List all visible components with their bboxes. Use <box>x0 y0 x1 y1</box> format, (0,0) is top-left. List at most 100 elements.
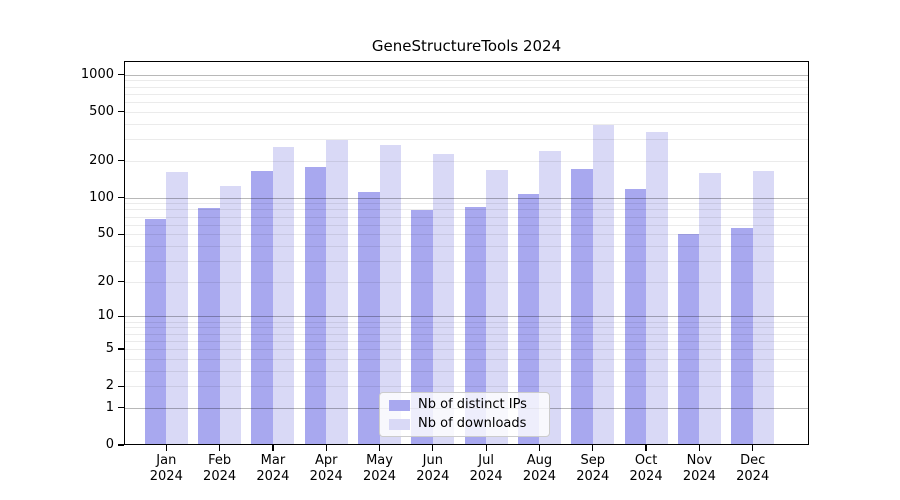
minor-gridline <box>124 209 809 211</box>
bar-oct-distinct-ips <box>624 189 647 445</box>
bar-sep-downloads <box>592 125 615 445</box>
x-axis-tick <box>219 445 221 451</box>
bar-jun-distinct-ips <box>411 210 433 445</box>
minor-gridline <box>124 333 809 335</box>
y-tick-label: 100 <box>89 189 114 205</box>
x-tick-label: Jun 2024 <box>416 453 450 484</box>
y-axis-tick <box>118 315 124 318</box>
bar-nov-downloads <box>699 173 721 445</box>
legend-swatch-downloads-icon <box>389 418 410 430</box>
minor-gridline <box>124 321 809 323</box>
minor-gridline <box>124 93 809 95</box>
x-axis-tick <box>485 445 487 451</box>
minor-gridline <box>124 216 809 218</box>
minor-gridline <box>124 86 809 88</box>
x-axis-tick <box>645 445 647 451</box>
x-tick-label: Jul 2024 <box>469 453 503 484</box>
x-axis-tick <box>325 445 327 451</box>
minor-gridline <box>124 80 809 82</box>
legend-label-downloads: Nb of downloads <box>418 416 527 431</box>
minor-gridline <box>124 102 809 104</box>
y-axis-tick <box>118 160 124 162</box>
x-axis-tick <box>752 445 754 451</box>
bar-mar-downloads <box>272 147 295 445</box>
y-axis-tick <box>118 407 124 409</box>
minor-gridline <box>124 160 809 162</box>
minor-gridline <box>124 139 809 141</box>
chart-title: GeneStructureTools 2024 <box>371 37 562 55</box>
minor-gridline <box>124 340 809 342</box>
y-axis-tick <box>118 281 124 283</box>
legend: Nb of distinct IPs Nb of downloads <box>379 392 550 437</box>
bar-feb-downloads <box>219 185 242 445</box>
bar-dec-distinct-ips <box>731 228 753 445</box>
y-axis-tick <box>118 111 124 113</box>
y-tick-label: 200 <box>89 152 114 168</box>
x-tick-label: Oct 2024 <box>629 453 663 484</box>
bar-apr-distinct-ips <box>304 166 327 445</box>
x-axis-tick <box>592 445 594 451</box>
minor-gridline <box>124 224 809 226</box>
minor-gridline <box>124 386 809 388</box>
y-tick-label: 10 <box>97 308 114 324</box>
bar-may-downloads <box>379 144 402 445</box>
y-tick-label: 50 <box>97 226 114 242</box>
bar-apr-downloads <box>326 140 348 445</box>
x-tick-label: Mar 2024 <box>256 453 290 484</box>
y-tick-label: 500 <box>89 103 114 119</box>
major-gridline <box>124 316 809 318</box>
y-axis-tick <box>118 197 124 199</box>
bar-jan-downloads <box>166 171 188 445</box>
y-tick-label: 20 <box>97 273 114 289</box>
x-axis-tick <box>272 445 274 451</box>
x-axis-tick <box>432 445 434 451</box>
major-gridline <box>124 197 809 199</box>
x-tick-label: Aug 2024 <box>522 453 556 484</box>
x-tick-label: Apr 2024 <box>309 453 343 484</box>
x-tick-label: Nov 2024 <box>682 453 716 484</box>
y-tick-label: 2 <box>105 378 114 394</box>
x-axis-tick <box>165 445 167 451</box>
minor-gridline <box>124 358 809 360</box>
x-tick-label: Sep 2024 <box>576 453 610 484</box>
x-tick-label: Jan 2024 <box>149 453 183 484</box>
x-axis-tick <box>538 445 541 451</box>
legend-label-distinct-ips: Nb of distinct IPs <box>418 397 527 412</box>
minor-gridline <box>124 203 809 205</box>
bar-mar-distinct-ips <box>251 170 273 445</box>
minor-gridline <box>124 123 809 125</box>
bar-feb-distinct-ips <box>198 207 220 445</box>
bar-aug-distinct-ips <box>517 194 540 445</box>
minor-gridline <box>124 281 809 283</box>
y-axis-tick <box>118 385 124 387</box>
bar-jul-distinct-ips <box>464 206 487 445</box>
legend-item-downloads: Nb of downloads <box>389 417 540 431</box>
bar-oct-downloads <box>646 132 668 445</box>
bar-jul-downloads <box>486 170 508 445</box>
x-axis-tick <box>698 445 700 451</box>
bar-nov-distinct-ips <box>677 234 700 445</box>
minor-gridline <box>124 260 809 262</box>
bar-sep-distinct-ips <box>571 169 593 445</box>
legend-item-distinct-ips: Nb of distinct IPs <box>389 398 540 412</box>
minor-gridline <box>124 234 809 236</box>
minor-gridline <box>124 348 809 350</box>
y-axis-tick <box>118 74 124 76</box>
y-tick-label: 0 <box>105 437 114 452</box>
bar-may-distinct-ips <box>358 191 380 445</box>
y-tick-label: 1 <box>105 399 114 415</box>
minor-gridline <box>124 245 809 247</box>
x-tick-label: Dec 2024 <box>736 453 770 484</box>
x-tick-label: May 2024 <box>362 453 397 484</box>
x-axis-tick <box>378 445 381 451</box>
bar-jan-distinct-ips <box>144 218 167 445</box>
minor-gridline <box>124 370 809 372</box>
bar-dec-downloads <box>752 170 775 445</box>
y-tick-label: 5 <box>105 340 114 356</box>
major-gridline <box>124 74 809 76</box>
x-tick-label: Feb 2024 <box>203 453 237 484</box>
bar-jun-downloads <box>432 154 455 445</box>
minor-gridline <box>124 327 809 329</box>
bar-aug-downloads <box>539 151 561 445</box>
